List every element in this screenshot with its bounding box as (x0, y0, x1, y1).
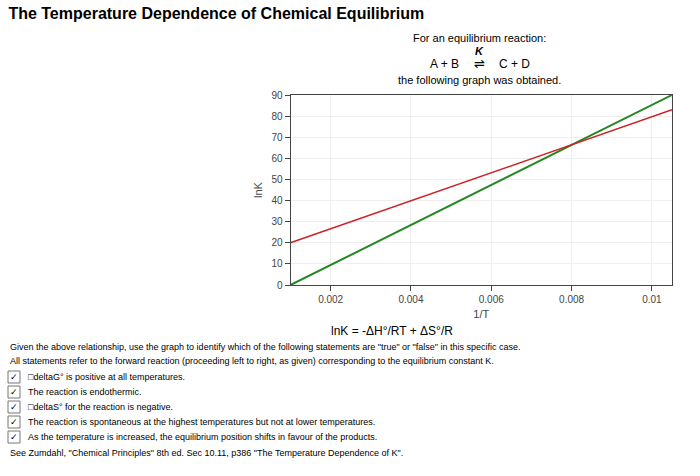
svg-text:0.01: 0.01 (642, 294, 662, 305)
svg-text:50: 50 (271, 174, 283, 185)
svg-text:1/T: 1/T (473, 308, 489, 320)
svg-text:□deltaS° for the reaction is n: □deltaS° for the reaction is negative. (28, 402, 173, 412)
svg-text:✓: ✓ (10, 402, 18, 412)
svg-text:0.002: 0.002 (318, 294, 343, 305)
svg-text:20: 20 (271, 237, 283, 248)
svg-text:A + B: A + B (430, 57, 459, 71)
svg-text:0.006: 0.006 (479, 294, 504, 305)
svg-text:70: 70 (271, 132, 283, 143)
svg-text:□deltaG° is positive at all te: □deltaG° is positive at all temperatures… (28, 372, 185, 382)
svg-text:the following graph was obtain: the following graph was obtained. (398, 74, 561, 86)
svg-text:The Temperature Dependence of: The Temperature Dependence of Chemical E… (8, 5, 424, 22)
svg-text:C + D: C + D (499, 57, 530, 71)
svg-text:For an equilibrium reaction:: For an equilibrium reaction: (413, 32, 546, 44)
svg-text:Given the above relationship,: Given the above relationship, use the gr… (10, 342, 521, 352)
svg-text:All statements refer to the fo: All statements refer to the forward reac… (10, 356, 494, 366)
svg-text:40: 40 (271, 195, 283, 206)
svg-text:10: 10 (271, 258, 283, 269)
svg-text:The reaction is spontaneous at: The reaction is spontaneous at the highe… (28, 417, 375, 427)
svg-text:As the temperature is increase: As the temperature is increased, the equ… (28, 432, 377, 442)
svg-text:✓: ✓ (10, 387, 18, 397)
svg-text:60: 60 (271, 153, 283, 164)
svg-text:0: 0 (277, 280, 283, 291)
svg-text:The reaction is endothermic.: The reaction is endothermic. (28, 387, 142, 397)
svg-text:30: 30 (271, 216, 283, 227)
svg-text:80: 80 (271, 111, 283, 122)
svg-text:See Zumdahl, "Chemical Princip: See Zumdahl, "Chemical Principles" 8th e… (10, 448, 403, 458)
svg-text:✓: ✓ (10, 417, 18, 427)
svg-text:⇌: ⇌ (474, 56, 485, 71)
svg-text:✓: ✓ (10, 372, 18, 382)
svg-text:0.008: 0.008 (559, 294, 584, 305)
svg-text:lnK: lnK (252, 181, 264, 198)
svg-text:✓: ✓ (10, 432, 18, 442)
svg-text:K: K (475, 45, 484, 57)
svg-text:0.004: 0.004 (398, 294, 423, 305)
svg-text:lnK = -ΔH°/RT + ΔS°/R: lnK = -ΔH°/RT + ΔS°/R (331, 324, 453, 338)
svg-text:90: 90 (271, 90, 283, 101)
